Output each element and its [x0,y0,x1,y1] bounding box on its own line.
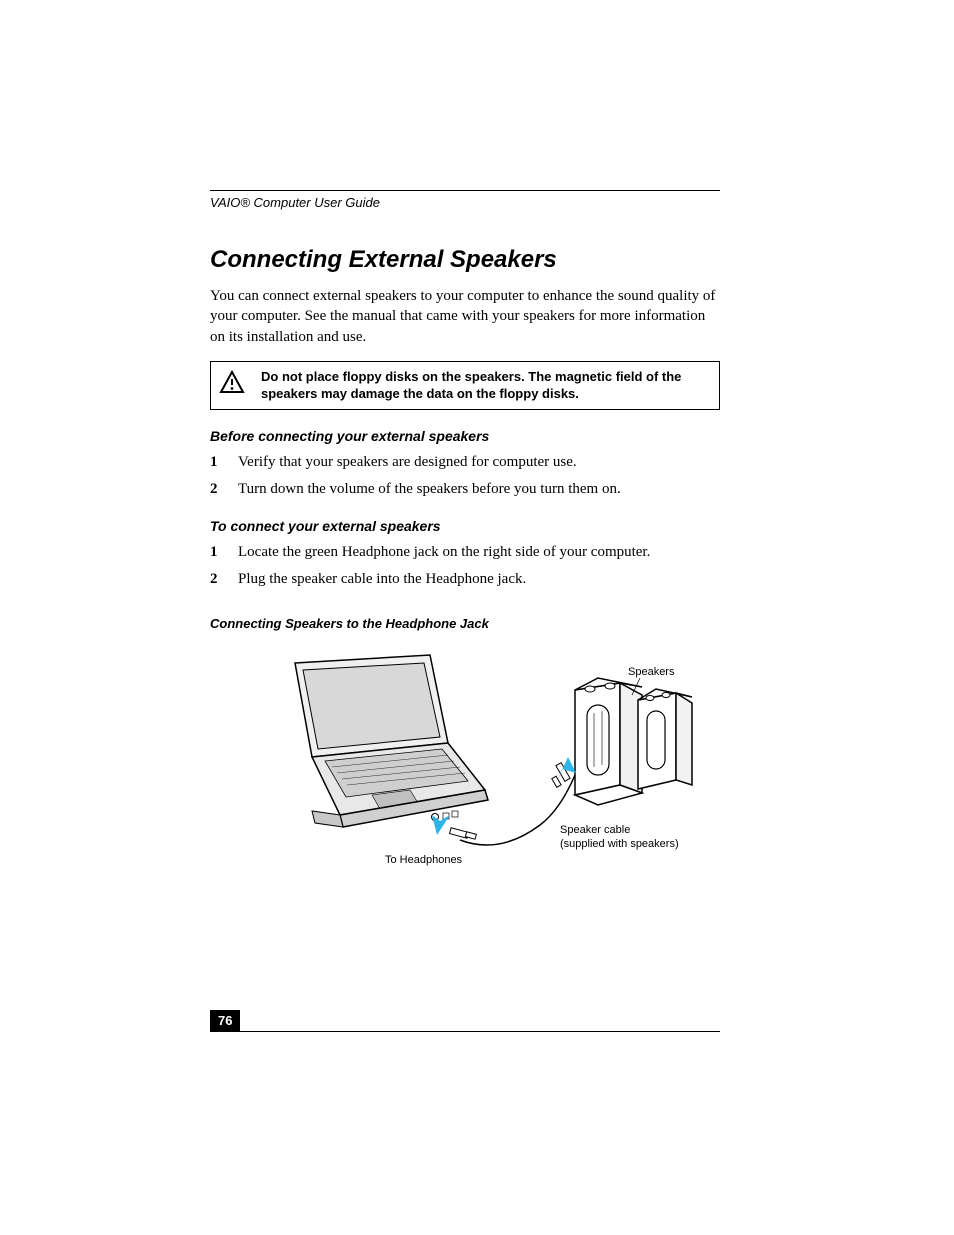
item-number: 2 [210,481,238,498]
item-text: Locate the green Headphone jack on the r… [238,544,650,561]
label-headphones: To Headphones [385,854,463,866]
warning-box: Do not place floppy disks on the speaker… [210,361,720,410]
warning-text: Do not place floppy disks on the speaker… [255,368,709,403]
item-number: 2 [210,571,238,588]
warning-icon [219,368,255,399]
arrow-icon [432,815,450,835]
laptop-illustration [295,655,488,827]
footer-rule [210,1031,720,1032]
section2-heading: To connect your external speakers [210,518,720,534]
page-title: Connecting External Speakers [210,246,720,274]
intro-paragraph: You can connect external speakers to you… [210,286,720,347]
item-number: 1 [210,454,238,471]
section1-heading: Before connecting your external speakers [210,428,720,444]
item-text: Verify that your speakers are designed f… [238,454,577,471]
label-cable-1: Speaker cable [560,824,630,836]
list-item: 2 Plug the speaker cable into the Headph… [210,571,720,588]
figure-caption: Connecting Speakers to the Headphone Jac… [210,616,720,631]
connection-diagram: Speakers Speaker cable (supplied with sp… [240,645,700,880]
section1-list: 1 Verify that your speakers are designed… [210,454,720,498]
list-item: 2 Turn down the volume of the speakers b… [210,481,720,498]
section2-list: 1 Locate the green Headphone jack on the… [210,544,720,588]
list-item: 1 Locate the green Headphone jack on the… [210,544,720,561]
label-cable-2: (supplied with speakers) [560,838,679,850]
running-header: VAIO® Computer User Guide [210,195,720,210]
item-text: Turn down the volume of the speakers bef… [238,481,621,498]
speakers-illustration [575,678,692,805]
item-number: 1 [210,544,238,561]
item-text: Plug the speaker cable into the Headphon… [238,571,526,588]
list-item: 1 Verify that your speakers are designed… [210,454,720,471]
top-rule [210,190,720,191]
page-footer: 76 [210,1010,720,1032]
label-speakers: Speakers [628,666,675,678]
page-number: 76 [210,1010,240,1031]
